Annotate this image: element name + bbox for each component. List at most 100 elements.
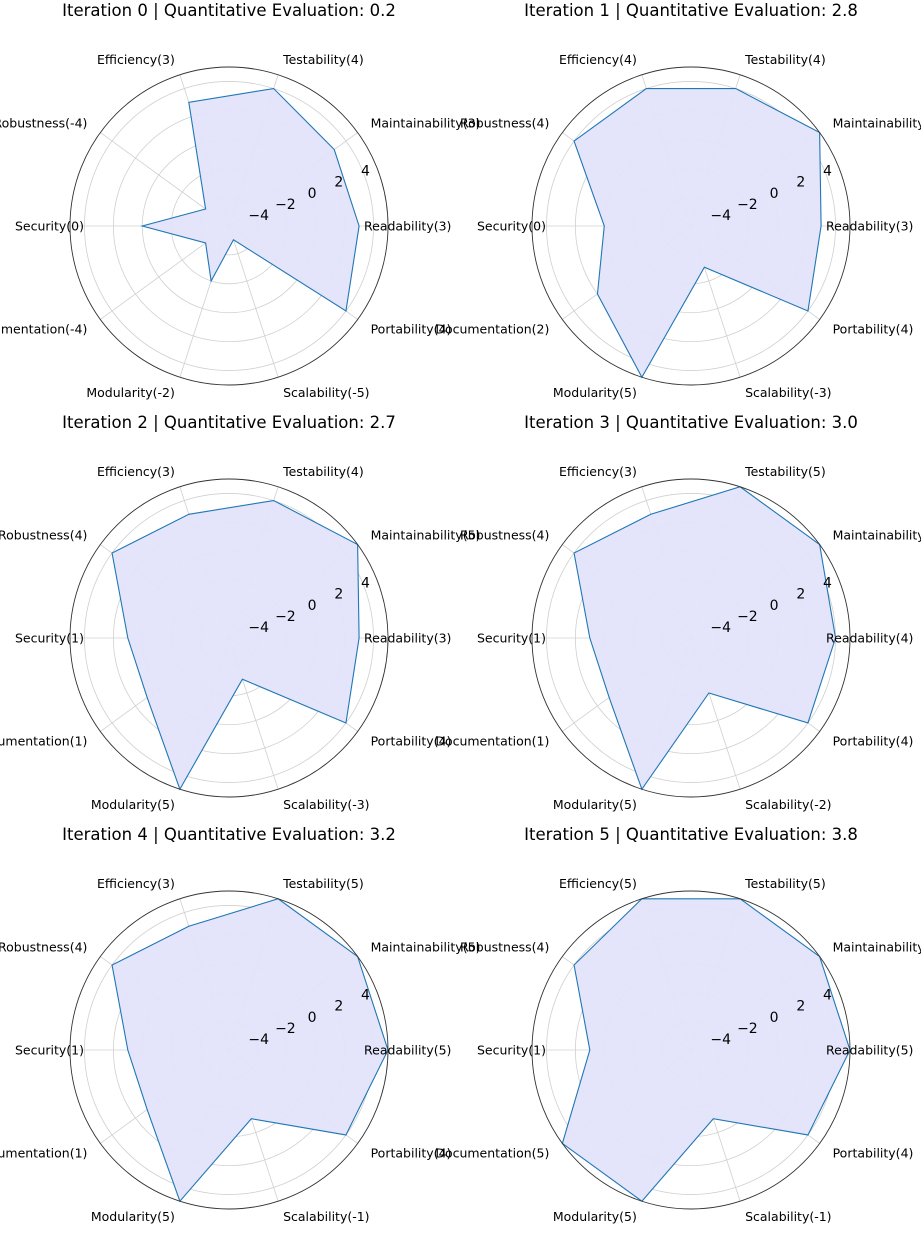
- category-label: Robustness(4): [460, 940, 549, 955]
- series-area: [112, 500, 360, 790]
- category-label: Documentation(1): [0, 733, 87, 748]
- category-label: Robustness(-4): [0, 116, 87, 131]
- category-label: Security(1): [477, 1043, 546, 1058]
- radar-panel-4: Iteration 4 | Quantitative Evaluation: 3…: [0, 825, 480, 1224]
- r-tick-label: −2: [737, 1021, 758, 1037]
- category-label: Portability(4): [833, 1145, 914, 1160]
- r-tick-label: −2: [275, 609, 296, 625]
- polar-frame: [531, 66, 851, 386]
- r-tick-label: −4: [710, 1032, 731, 1048]
- category-label: Documentation(5): [435, 1145, 549, 1160]
- category-label: Security(1): [15, 631, 84, 646]
- category-label: Scalability(-3): [745, 385, 831, 400]
- category-label: Modularity(-2): [86, 385, 175, 400]
- r-tick-label: 0: [770, 186, 779, 202]
- r-tick-label: 2: [334, 587, 343, 603]
- category-label: Portability(4): [371, 733, 452, 748]
- r-tick-label: 2: [796, 999, 805, 1015]
- r-tick-label: −4: [710, 208, 731, 224]
- category-label: Efficiency(3): [97, 464, 175, 479]
- panel-title: Iteration 5 | Quantitative Evaluation: 3…: [524, 825, 858, 844]
- category-label: Readability(5): [826, 1043, 913, 1058]
- category-label: Scalability(-5): [283, 385, 369, 400]
- category-label: Testability(4): [282, 52, 364, 67]
- category-label: Efficiency(5): [559, 876, 637, 891]
- series-area: [574, 486, 836, 790]
- r-tick-label: 2: [796, 587, 805, 603]
- category-label: Scalability(-3): [283, 797, 369, 812]
- category-label: Efficiency(3): [97, 876, 175, 891]
- r-tick-label: 4: [361, 576, 370, 592]
- category-label: Efficiency(4): [559, 52, 637, 67]
- radar-panel-5: Iteration 5 | Quantitative Evaluation: 3…: [435, 825, 921, 1224]
- series-area: [574, 88, 822, 378]
- category-label: Testability(5): [744, 876, 826, 891]
- r-tick-label: 4: [361, 988, 370, 1004]
- category-label: Testability(4): [282, 464, 364, 479]
- r-tick-label: 2: [796, 175, 805, 191]
- category-label: Robustness(4): [460, 528, 549, 543]
- r-tick-label: 0: [308, 598, 317, 614]
- category-label: Efficiency(3): [559, 464, 637, 479]
- category-label: Testability(5): [744, 464, 826, 479]
- panel-title: Iteration 1 | Quantitative Evaluation: 2…: [524, 1, 858, 20]
- category-label: Documentation(-4): [0, 321, 87, 336]
- series-area: [112, 898, 388, 1202]
- category-label: Security(1): [477, 631, 546, 646]
- series-area: [562, 898, 850, 1202]
- r-tick-label: −4: [248, 620, 269, 636]
- category-label: Robustness(4): [0, 528, 87, 543]
- panel-title: Iteration 2 | Quantitative Evaluation: 2…: [62, 413, 396, 432]
- category-label: Maintainability(5): [371, 940, 481, 955]
- category-label: Readability(4): [826, 631, 913, 646]
- category-label: Robustness(4): [460, 116, 549, 131]
- radar-panel-0: Iteration 0 | Quantitative Evaluation: 0…: [0, 1, 480, 400]
- r-tick-label: −4: [248, 208, 269, 224]
- category-label: Portability(4): [371, 321, 452, 336]
- category-label: Modularity(5): [553, 385, 637, 400]
- category-label: Scalability(-2): [745, 797, 831, 812]
- category-label: Robustness(4): [0, 940, 87, 955]
- panel-title: Iteration 0 | Quantitative Evaluation: 0…: [62, 1, 396, 20]
- category-label: Modularity(5): [91, 797, 175, 812]
- r-tick-label: −2: [275, 1021, 296, 1037]
- grid-spoke: [228, 225, 279, 378]
- category-label: Scalability(-1): [745, 1209, 831, 1224]
- r-tick-label: 2: [334, 175, 343, 191]
- category-label: Scalability(-1): [283, 1209, 369, 1224]
- category-label: Readability(3): [826, 219, 913, 234]
- polar-frame: [531, 478, 851, 798]
- r-tick-label: −2: [275, 197, 296, 213]
- polar-frame: [69, 890, 389, 1210]
- r-tick-label: 4: [823, 576, 832, 592]
- category-label: Documentation(1): [435, 733, 549, 748]
- category-label: Security(1): [15, 1043, 84, 1058]
- radar-panel-2: Iteration 2 | Quantitative Evaluation: 2…: [0, 413, 480, 812]
- r-tick-label: −4: [710, 620, 731, 636]
- panel-title: Iteration 3 | Quantitative Evaluation: 3…: [524, 413, 858, 432]
- r-tick-label: 0: [308, 1010, 317, 1026]
- category-label: Efficiency(3): [97, 52, 175, 67]
- category-label: Portability(4): [833, 321, 914, 336]
- category-label: Maintainability(3): [371, 116, 481, 131]
- r-tick-label: 0: [308, 186, 317, 202]
- category-label: Portability(4): [371, 1145, 452, 1160]
- category-label: Testability(5): [282, 876, 364, 891]
- category-label: Maintainability(5): [833, 116, 921, 131]
- series-area: [142, 88, 360, 311]
- category-label: Readability(3): [364, 219, 451, 234]
- category-label: Maintainability(5): [371, 528, 481, 543]
- category-label: Readability(5): [364, 1043, 451, 1058]
- r-tick-label: 2: [334, 999, 343, 1015]
- category-label: Security(0): [15, 219, 84, 234]
- category-label: Portability(4): [833, 733, 914, 748]
- category-label: Modularity(5): [553, 1209, 637, 1224]
- radar-panel-1: Iteration 1 | Quantitative Evaluation: 2…: [435, 1, 921, 400]
- r-tick-label: 0: [770, 1010, 779, 1026]
- r-tick-label: 4: [823, 988, 832, 1004]
- category-label: Readability(3): [364, 631, 451, 646]
- r-tick-label: −4: [248, 1032, 269, 1048]
- r-tick-label: −2: [737, 197, 758, 213]
- panel-title: Iteration 4 | Quantitative Evaluation: 3…: [62, 825, 396, 844]
